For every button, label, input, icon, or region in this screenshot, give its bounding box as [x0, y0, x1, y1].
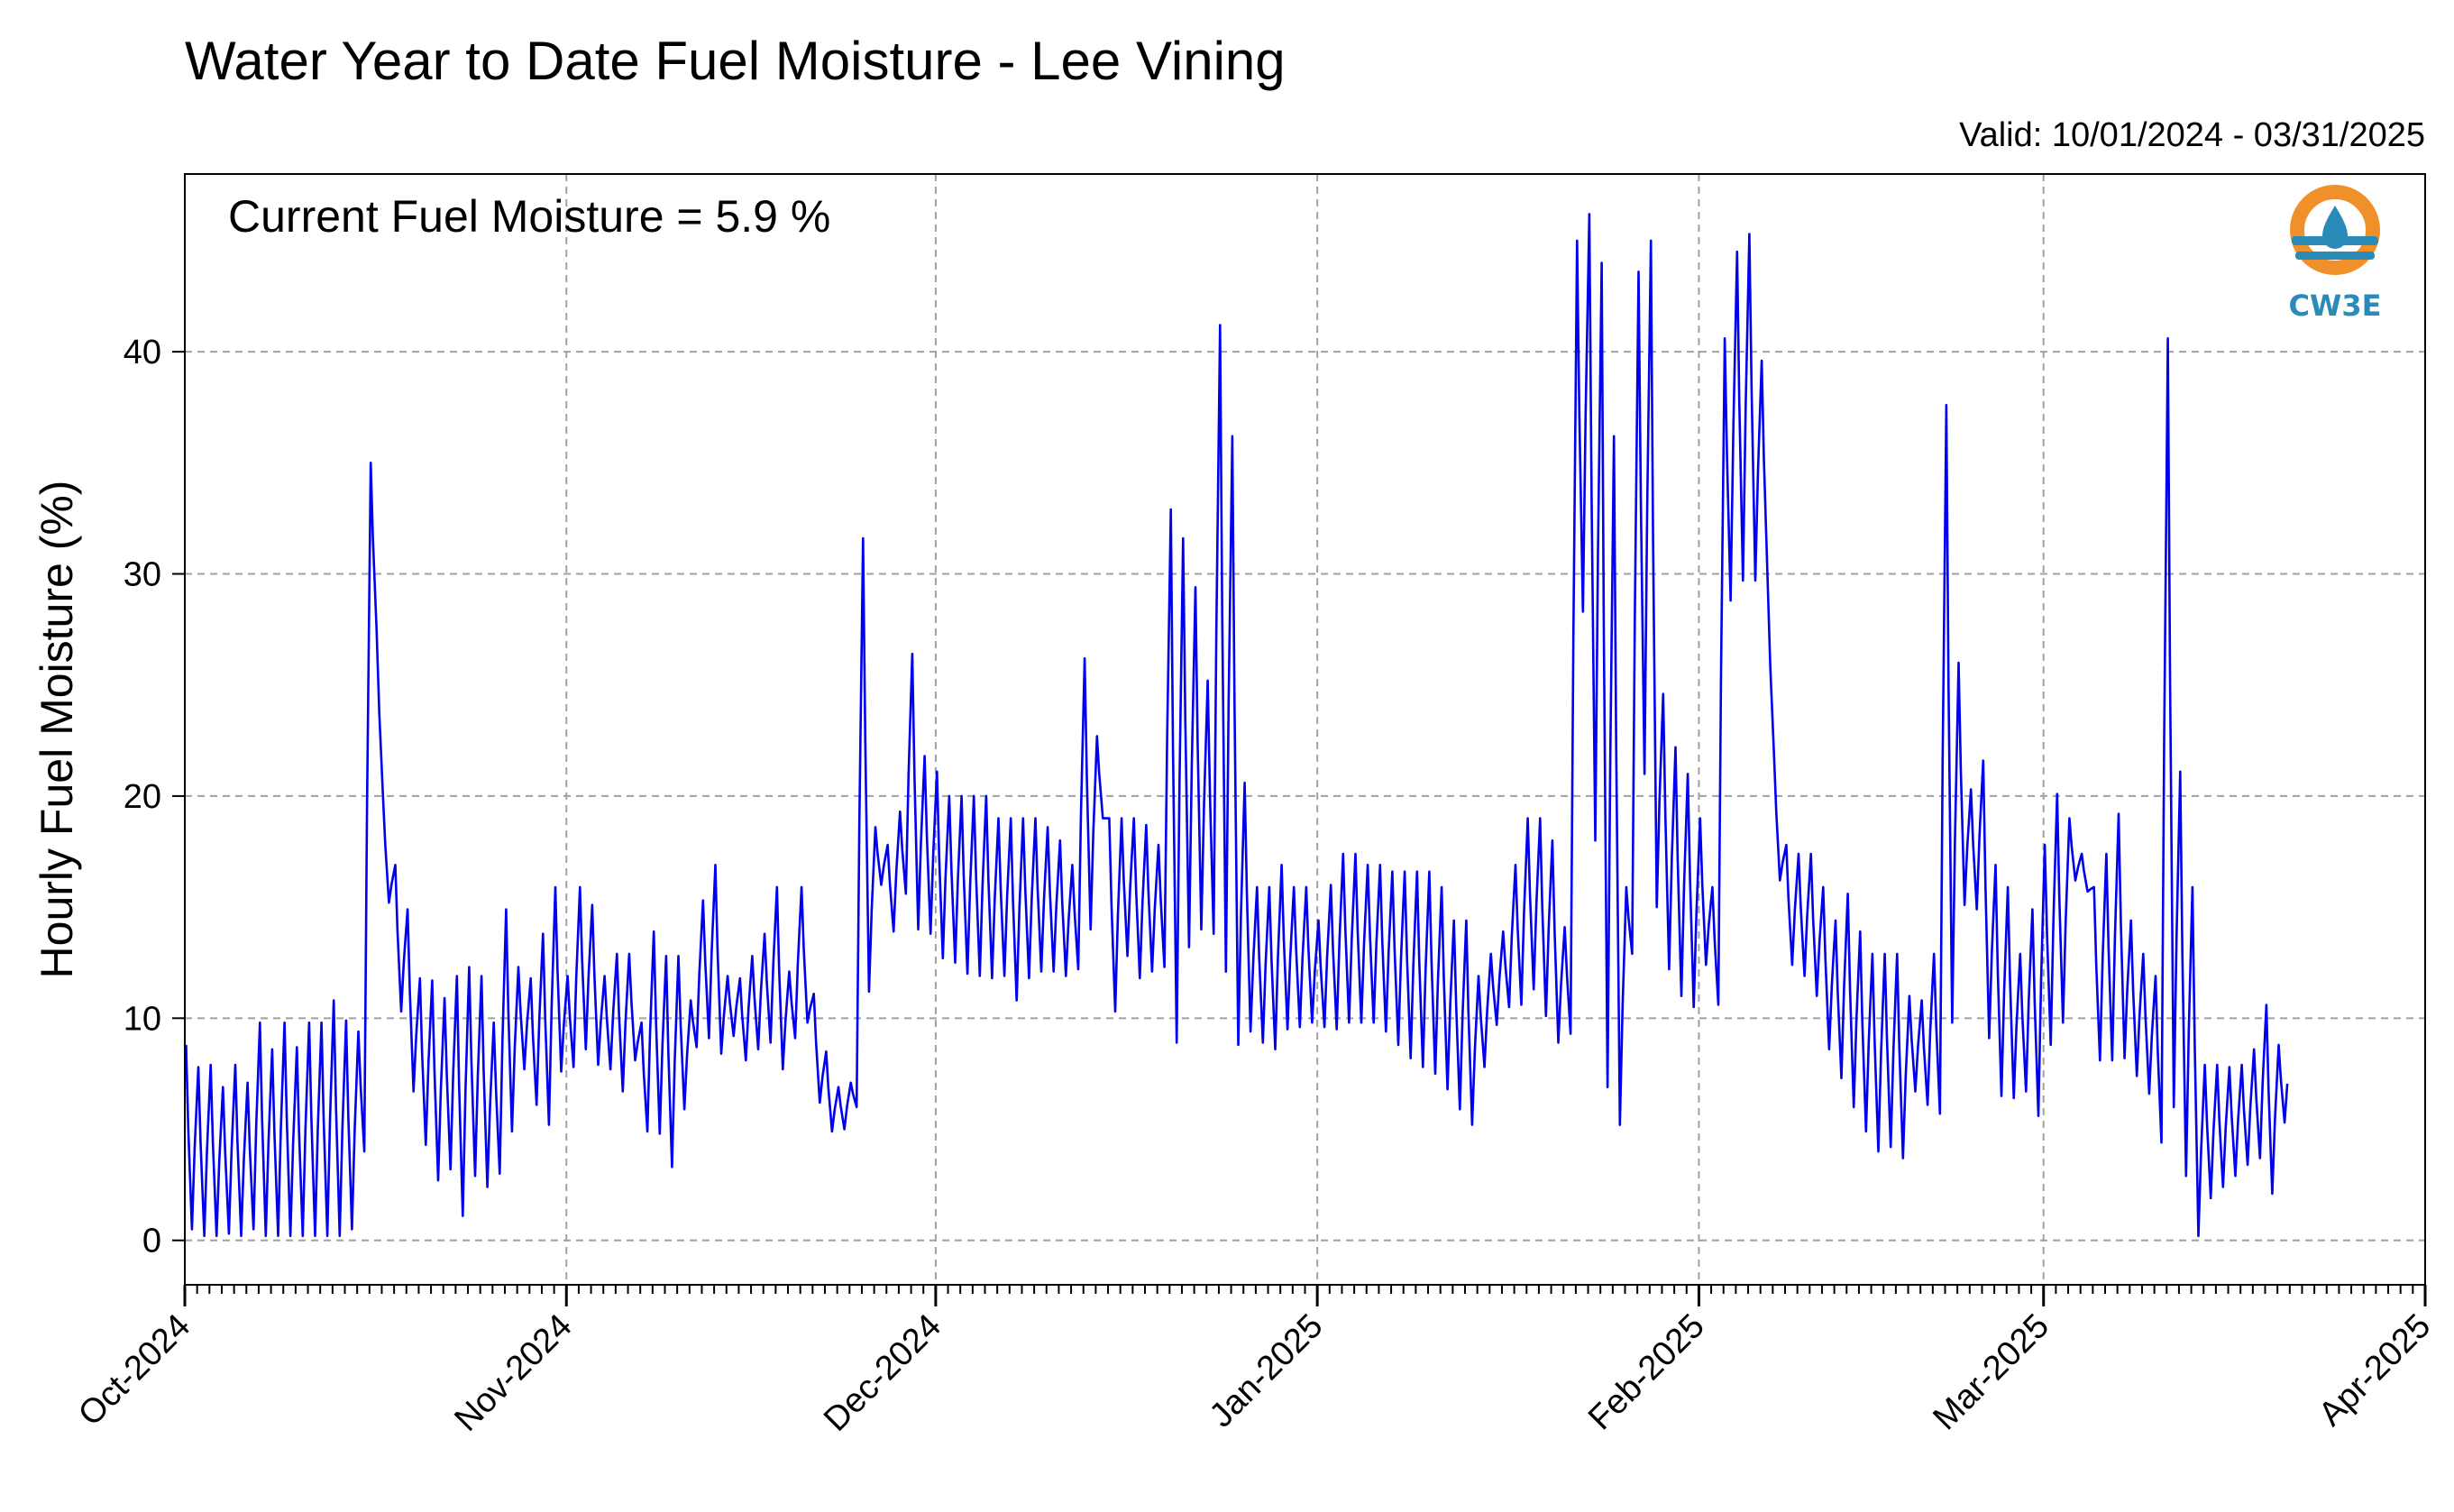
chart-title: Water Year to Date Fuel Moisture - Lee V…: [185, 31, 1286, 91]
cw3e-logo: CW3E: [2289, 185, 2382, 323]
y-tick-label: 10: [124, 1000, 161, 1038]
fuel-moisture-series-line: [185, 213, 2289, 1238]
current-fuel-moisture-annotation: Current Fuel Moisture = 5.9 %: [228, 191, 830, 242]
y-tick-label: 30: [124, 556, 161, 594]
grid-lines: [185, 174, 2425, 1285]
y-tick-label: 20: [124, 778, 161, 816]
y-tick-label: 40: [124, 334, 161, 371]
series-group: [185, 213, 2289, 1238]
valid-date-range: Valid: 10/01/2024 - 03/31/2025: [1959, 116, 2425, 154]
y-tick-label: 0: [142, 1223, 161, 1260]
y-axis-label: Hourly Fuel Moisture (%): [32, 481, 82, 979]
cw3e-logo-text: CW3E: [2289, 289, 2382, 323]
cw3e-logo-icon: [2290, 185, 2380, 275]
y-axis: 0 10 20 30 40: [124, 334, 185, 1260]
